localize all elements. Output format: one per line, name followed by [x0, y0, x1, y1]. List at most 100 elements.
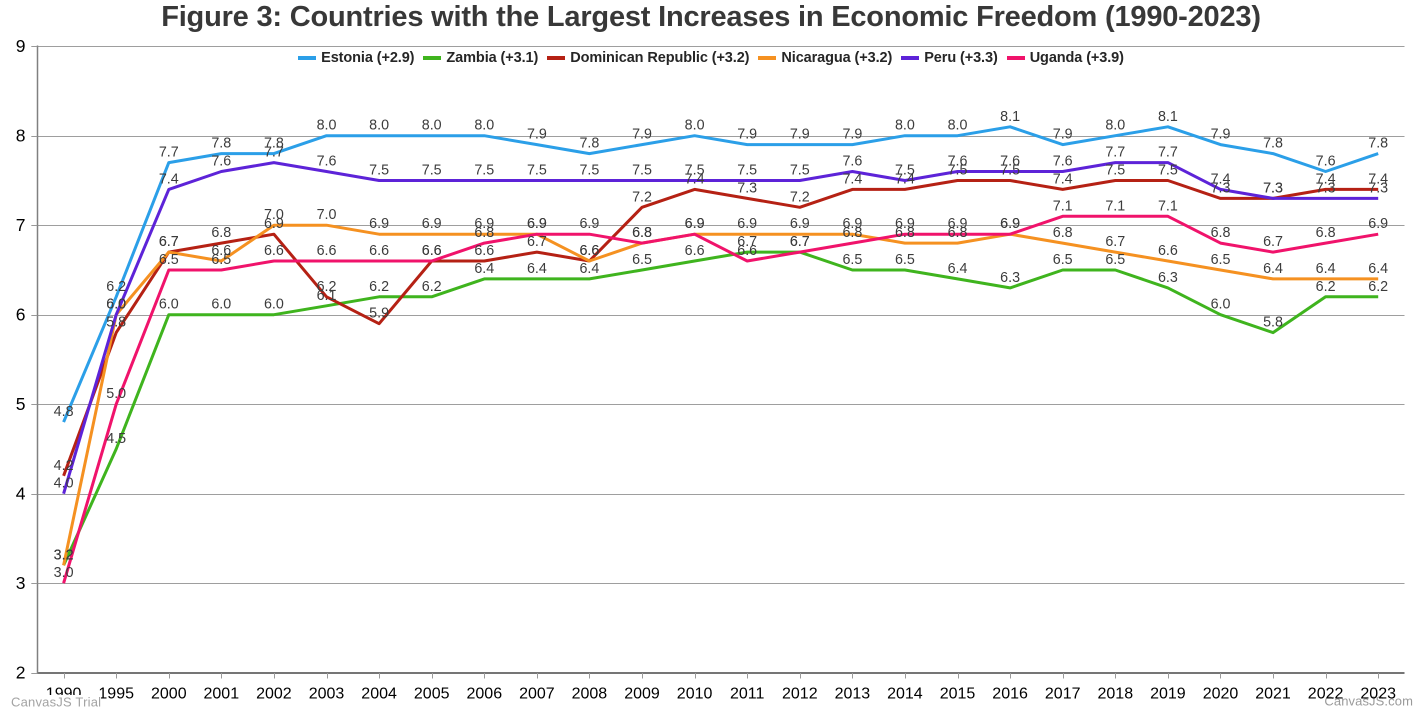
svg-text:7.4: 7.4: [159, 171, 179, 187]
svg-text:7.5: 7.5: [527, 163, 547, 179]
svg-text:6.9: 6.9: [264, 216, 284, 232]
svg-text:6.5: 6.5: [842, 252, 862, 268]
svg-text:2019: 2019: [1150, 685, 1186, 702]
svg-text:7.2: 7.2: [790, 189, 810, 205]
svg-text:6.3: 6.3: [1158, 270, 1178, 286]
svg-text:2016: 2016: [992, 685, 1028, 702]
svg-text:6.9: 6.9: [948, 216, 968, 232]
svg-text:7.6: 7.6: [948, 154, 968, 170]
svg-text:6.2: 6.2: [106, 279, 126, 295]
svg-text:7.7: 7.7: [159, 145, 179, 161]
svg-text:3.0: 3.0: [54, 565, 74, 581]
svg-text:7.3: 7.3: [737, 180, 757, 196]
svg-text:6.5: 6.5: [159, 252, 179, 268]
svg-text:7.5: 7.5: [790, 163, 810, 179]
svg-text:6.6: 6.6: [317, 243, 337, 259]
svg-text:6.6: 6.6: [369, 243, 389, 259]
svg-text:8.0: 8.0: [948, 118, 968, 134]
svg-text:6.2: 6.2: [1316, 279, 1336, 295]
svg-text:3.2: 3.2: [54, 547, 74, 563]
svg-text:7.5: 7.5: [685, 163, 705, 179]
svg-text:7.5: 7.5: [632, 163, 652, 179]
svg-text:2: 2: [16, 663, 26, 683]
svg-text:7.4: 7.4: [1368, 171, 1388, 187]
svg-text:7.3: 7.3: [1263, 180, 1283, 196]
svg-text:6.4: 6.4: [948, 261, 968, 277]
svg-text:6.7: 6.7: [159, 234, 179, 250]
svg-text:6.8: 6.8: [211, 225, 231, 241]
svg-text:2017: 2017: [1045, 685, 1081, 702]
svg-text:7.7: 7.7: [1105, 145, 1125, 161]
svg-text:6.9: 6.9: [422, 216, 442, 232]
svg-text:1995: 1995: [98, 685, 134, 702]
svg-text:7.5: 7.5: [1105, 163, 1125, 179]
svg-text:7.9: 7.9: [842, 127, 862, 143]
svg-text:6.8: 6.8: [474, 225, 494, 241]
svg-text:7.6: 7.6: [317, 154, 337, 170]
svg-text:6.5: 6.5: [1053, 252, 1073, 268]
svg-text:7.4: 7.4: [895, 171, 915, 187]
svg-text:6.6: 6.6: [579, 243, 599, 259]
svg-text:7.6: 7.6: [842, 154, 862, 170]
svg-text:6.9: 6.9: [474, 216, 494, 232]
svg-text:6.2: 6.2: [369, 279, 389, 295]
svg-text:7.8: 7.8: [211, 136, 231, 152]
svg-text:6.1: 6.1: [317, 288, 337, 304]
svg-text:2021: 2021: [1255, 685, 1291, 702]
svg-text:7.9: 7.9: [1053, 127, 1073, 143]
svg-text:5.8: 5.8: [106, 315, 126, 331]
svg-text:7.5: 7.5: [1000, 163, 1020, 179]
svg-text:6.0: 6.0: [106, 297, 126, 313]
svg-text:5.0: 5.0: [106, 386, 126, 402]
svg-text:7.9: 7.9: [632, 127, 652, 143]
svg-text:7.2: 7.2: [632, 189, 652, 205]
svg-text:6.7: 6.7: [790, 234, 810, 250]
svg-text:6.3: 6.3: [1000, 270, 1020, 286]
svg-text:6.9: 6.9: [790, 216, 810, 232]
svg-text:7.7: 7.7: [1158, 145, 1178, 161]
svg-text:7.9: 7.9: [790, 127, 810, 143]
svg-text:6.9: 6.9: [685, 216, 705, 232]
svg-text:7.0: 7.0: [264, 207, 284, 223]
svg-text:2003: 2003: [309, 685, 345, 702]
svg-text:6.8: 6.8: [1211, 225, 1231, 241]
svg-text:6.0: 6.0: [264, 297, 284, 313]
svg-text:6.9: 6.9: [579, 216, 599, 232]
svg-text:2006: 2006: [467, 685, 503, 702]
svg-text:7.8: 7.8: [1263, 136, 1283, 152]
svg-text:7.7: 7.7: [264, 145, 284, 161]
svg-text:7.5: 7.5: [369, 163, 389, 179]
svg-text:3.2: 3.2: [54, 547, 74, 563]
svg-text:7.5: 7.5: [895, 163, 915, 179]
svg-text:6.6: 6.6: [422, 243, 442, 259]
svg-text:7.5: 7.5: [1158, 163, 1178, 179]
svg-text:6.8: 6.8: [1316, 225, 1336, 241]
svg-text:8.0: 8.0: [895, 118, 915, 134]
svg-text:6.7: 6.7: [527, 234, 547, 250]
svg-text:6.6: 6.6: [737, 243, 757, 259]
svg-text:6.4: 6.4: [1263, 261, 1283, 277]
svg-text:6.4: 6.4: [527, 261, 547, 277]
svg-text:8.1: 8.1: [1000, 109, 1020, 125]
svg-text:7.6: 7.6: [211, 154, 231, 170]
svg-text:7.8: 7.8: [264, 136, 284, 152]
svg-text:7.5: 7.5: [422, 163, 442, 179]
svg-text:4.0: 4.0: [54, 476, 74, 492]
svg-text:6.2: 6.2: [422, 279, 442, 295]
svg-text:4: 4: [16, 484, 26, 504]
svg-text:2010: 2010: [677, 685, 713, 702]
svg-text:6.8: 6.8: [1053, 225, 1073, 241]
svg-text:7.5: 7.5: [948, 163, 968, 179]
svg-text:6.6: 6.6: [474, 243, 494, 259]
svg-text:6.9: 6.9: [895, 216, 915, 232]
svg-text:6.4: 6.4: [1316, 261, 1336, 277]
svg-text:6: 6: [16, 305, 26, 325]
svg-text:CanvasJS Trial: CanvasJS Trial: [11, 695, 101, 710]
svg-text:6.9: 6.9: [737, 216, 757, 232]
svg-text:6.4: 6.4: [474, 261, 494, 277]
svg-text:6.0: 6.0: [211, 297, 231, 313]
svg-text:2022: 2022: [1308, 685, 1344, 702]
svg-text:2002: 2002: [256, 685, 292, 702]
svg-text:6.7: 6.7: [1105, 234, 1125, 250]
svg-text:CanvasJS.com: CanvasJS.com: [1324, 693, 1413, 708]
